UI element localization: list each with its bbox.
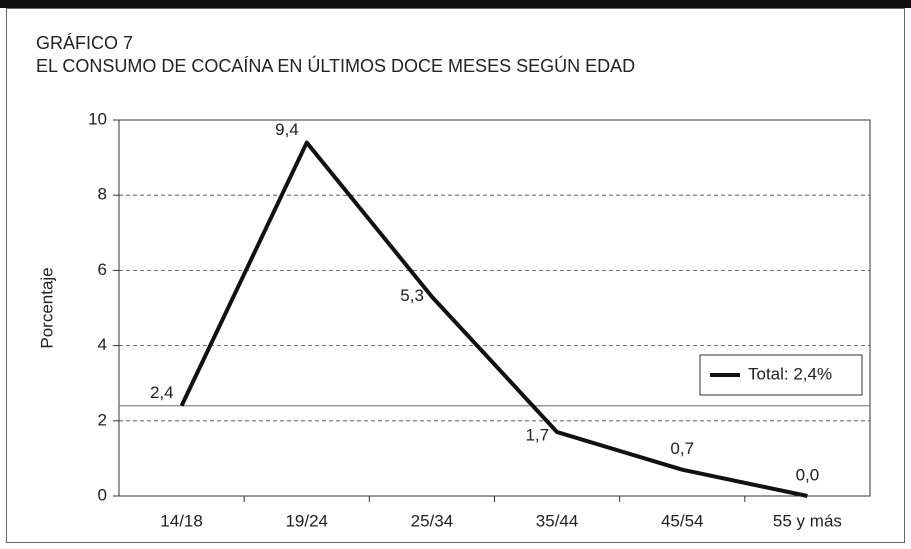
x-tick-label: 19/24 [285,511,328,530]
data-label: 9,4 [275,120,299,139]
y-tick-label: 2 [98,410,107,429]
y-tick-label: 8 [98,185,107,204]
x-tick-label: 45/54 [661,511,704,530]
chart-title: GRÁFICO 7 [36,33,133,53]
data-label: 1,7 [525,426,549,445]
y-axis-label: Porcentaje [37,267,56,348]
x-tick-label: 35/44 [536,511,579,530]
frame [6,8,905,543]
legend-label: Total: 2,4% [748,364,832,383]
data-label: 2,4 [150,383,174,402]
y-tick-label: 6 [98,260,107,279]
data-label: 5,3 [400,286,424,305]
y-tick-label: 10 [88,109,107,128]
line [179,140,808,498]
top-bar [0,0,911,8]
data-label: 0,7 [670,439,694,458]
y-tick-label: 0 [98,485,107,504]
chart-subtitle: EL CONSUMO DE COCAÍNA EN ÚLTIMOS DOCE ME… [36,55,635,76]
x-tick-label: 14/18 [160,511,203,530]
x-tick-label: 55 y más [773,511,842,530]
plot-border [118,119,871,497]
x-tick-label: 25/34 [411,511,454,530]
y-tick-label: 4 [98,335,107,354]
data-label: 0,0 [796,465,820,484]
